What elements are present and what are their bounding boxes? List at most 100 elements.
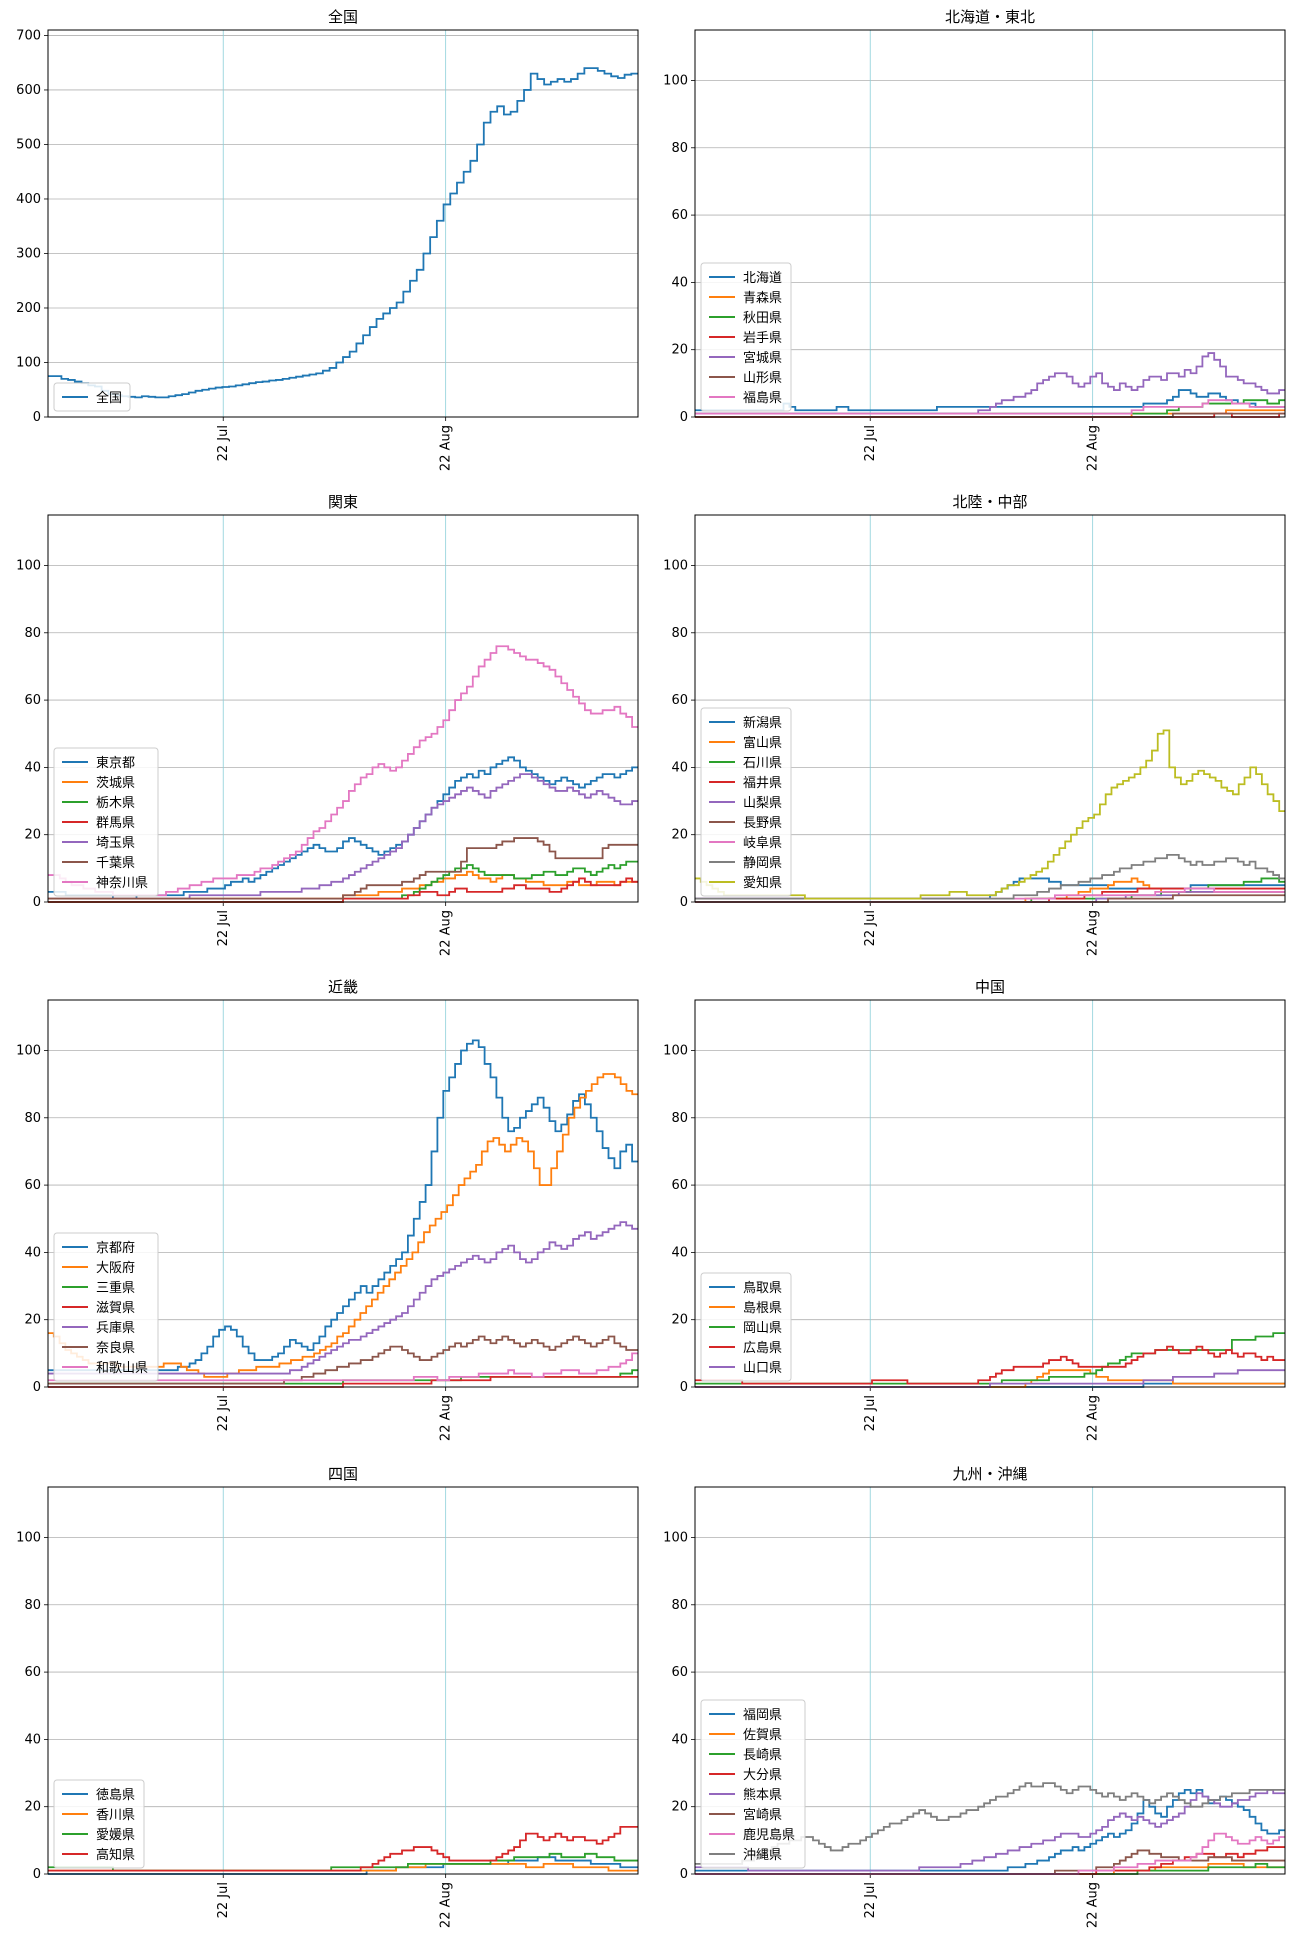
y-tick-label: 100 (663, 558, 688, 573)
legend-box (53, 1779, 145, 1869)
x-tick-label: 22 Jul (216, 1395, 231, 1431)
legend-label: 福岡県 (743, 1708, 782, 1723)
y-tick-label: 0 (680, 1380, 688, 1395)
y-tick-label: 40 (671, 1245, 688, 1260)
legend-label: 鳥取県 (743, 1281, 782, 1296)
legend-label: 青森県 (743, 291, 782, 306)
legend-label: 全国 (96, 390, 122, 406)
legend-box (53, 747, 159, 897)
y-tick-label: 20 (24, 828, 41, 843)
x-tick-label: 22 Aug (1086, 1882, 1101, 1928)
y-tick-label: 60 (24, 1178, 41, 1193)
y-tick-label: 60 (24, 1665, 41, 1680)
x-tick-label: 22 Aug (439, 425, 454, 471)
x-tick-label: 22 Aug (1086, 1395, 1101, 1441)
legend-label: 神奈川県 (96, 876, 148, 891)
legend-label: 岡山県 (743, 1321, 782, 1336)
legend-label: 高知県 (96, 1847, 135, 1863)
series-line (48, 1221, 638, 1375)
chart-title: 北陸・中部 (952, 493, 1027, 511)
series-line (695, 1782, 1285, 1865)
legend-label: 香川県 (96, 1808, 135, 1823)
y-tick-label: 60 (671, 1178, 688, 1193)
legend-label: 広島県 (743, 1341, 782, 1356)
y-tick-label: 0 (680, 1867, 688, 1882)
y-tick-label: 100 (663, 1530, 688, 1545)
legend-box (53, 382, 131, 412)
y-tick-label: 20 (24, 1800, 41, 1815)
series-line (48, 756, 638, 900)
legend-label: 愛媛県 (96, 1828, 135, 1843)
y-tick-label: 60 (671, 1665, 688, 1680)
series-line (48, 645, 638, 897)
legend-label: 大分県 (743, 1768, 782, 1783)
legend-box (700, 707, 792, 897)
legend-label: 茨城県 (96, 776, 135, 791)
y-tick-label: 80 (671, 626, 688, 641)
legend-label: 島根県 (743, 1301, 782, 1316)
legend-label: 京都府 (96, 1241, 135, 1256)
y-tick-label: 500 (16, 137, 41, 152)
legend-label: 北海道 (743, 271, 782, 286)
chart-title: 中国 (975, 978, 1005, 996)
y-tick-label: 0 (33, 410, 41, 425)
y-tick-label: 40 (24, 1245, 41, 1260)
y-tick-label: 80 (24, 1598, 41, 1613)
y-tick-label: 100 (16, 355, 41, 370)
chart-title: 四国 (328, 1465, 358, 1483)
chart-title: 九州・沖縄 (952, 1465, 1027, 1483)
series-line (695, 1788, 1285, 1872)
y-tick-label: 60 (671, 693, 688, 708)
plot-frame (47, 999, 639, 1388)
y-tick-label: 100 (16, 1043, 41, 1058)
series-line (48, 773, 638, 900)
legend-label: 秋田県 (743, 311, 782, 326)
chart-title: 関東 (328, 493, 358, 511)
y-tick-label: 20 (24, 1313, 41, 1328)
x-tick-label: 22 Aug (439, 910, 454, 956)
legend-label: 熊本県 (743, 1787, 782, 1803)
chart-title: 近畿 (328, 978, 358, 996)
legend-label: 静岡県 (743, 856, 782, 871)
legend-label: 山形県 (743, 371, 782, 386)
x-tick-label: 22 Aug (1086, 910, 1101, 956)
chart-panel: 北海道・東北 0 20 40 60 80 100 22 Jul 22 Aug 北海道青森県秋田県岩… (663, 8, 1286, 471)
legend-label: 和歌山県 (96, 1361, 148, 1376)
y-tick-label: 40 (24, 760, 41, 775)
x-tick-label: 22 Jul (216, 1882, 231, 1918)
legend-label: 山口県 (743, 1361, 782, 1376)
series-line (695, 729, 1285, 900)
plot-frame (694, 999, 1286, 1388)
x-tick-label: 22 Jul (863, 1882, 878, 1918)
series-line (48, 1073, 638, 1378)
y-tick-label: 60 (24, 693, 41, 708)
series-line (695, 1345, 1285, 1385)
y-tick-label: 40 (24, 1732, 41, 1747)
y-tick-label: 80 (24, 1111, 41, 1126)
legend-label: 栃木県 (96, 796, 135, 811)
y-tick-label: 60 (671, 208, 688, 223)
y-tick-label: 0 (680, 410, 688, 425)
series-line (48, 1039, 638, 1372)
y-tick-label: 0 (680, 895, 688, 910)
y-tick-label: 0 (33, 1380, 41, 1395)
legend-box (700, 1272, 792, 1382)
x-tick-label: 22 Jul (863, 1395, 878, 1431)
chart-title: 全国 (328, 8, 358, 26)
chart-title: 北海道・東北 (945, 8, 1035, 26)
chart-panel: 中国 0 20 40 60 80 100 22 Jul 22 Aug 鳥取県島根県岡山県広島県山口… (663, 978, 1286, 1441)
y-tick-label: 400 (16, 192, 41, 207)
series-line (48, 1825, 638, 1872)
legend-box (700, 1699, 806, 1869)
y-tick-label: 100 (663, 1043, 688, 1058)
plot-frame (47, 514, 639, 903)
legend-box (700, 262, 792, 412)
x-tick-label: 22 Jul (863, 910, 878, 946)
x-tick-label: 22 Jul (863, 425, 878, 461)
y-tick-label: 80 (671, 1598, 688, 1613)
